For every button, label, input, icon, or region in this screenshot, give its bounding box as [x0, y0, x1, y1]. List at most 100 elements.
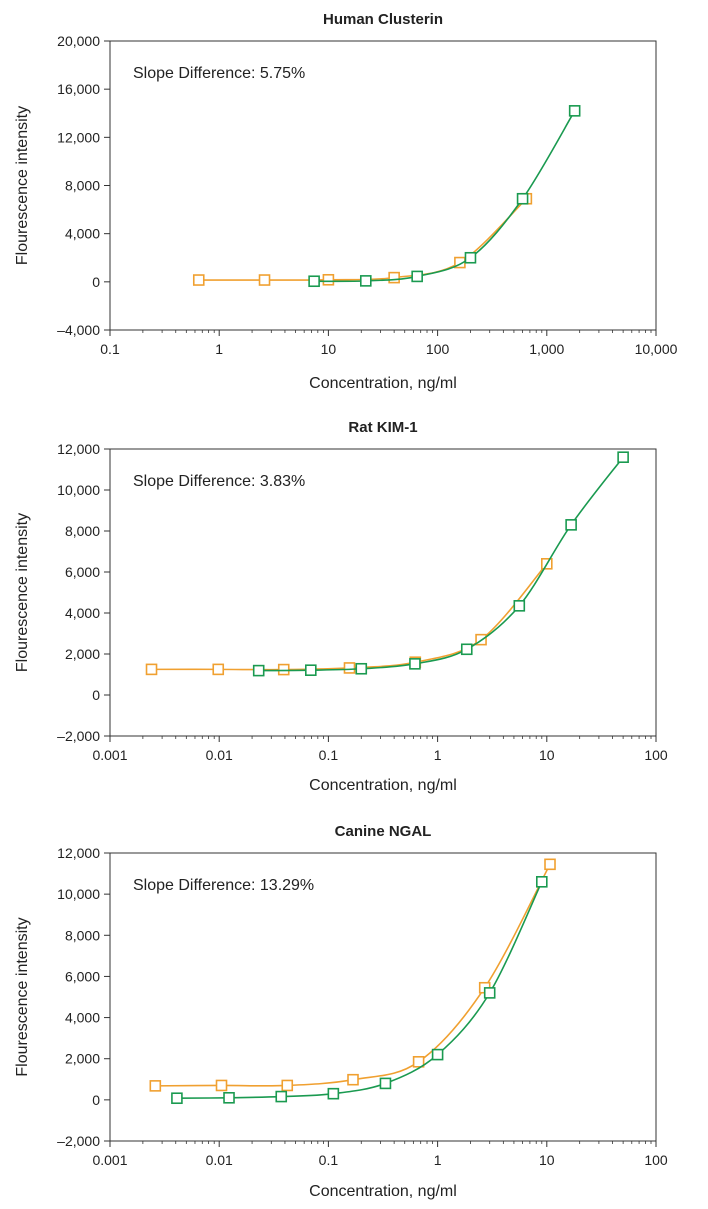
y-axis-label: Flourescence intensity: [14, 106, 31, 265]
chart-title: Rat KIM-1: [348, 419, 417, 436]
y-tick-label: 20,000: [57, 33, 100, 49]
series-2-point: [513, 600, 526, 612]
y-tick-label: 0: [92, 1092, 100, 1108]
y-axis-label: Flourescence intensity: [14, 513, 31, 672]
x-tick-label: 1: [215, 341, 223, 357]
x-tick-label: 100: [426, 341, 450, 357]
series-1-point: [149, 1080, 162, 1092]
plot-frame: [109, 852, 657, 1142]
y-tick-label: 12,000: [57, 129, 100, 145]
chart-title: Canine NGAL: [335, 823, 432, 840]
y-tick-label: 16,000: [57, 81, 100, 97]
series-2-point: [568, 105, 581, 117]
series-2-point: [355, 662, 368, 675]
chart-title: Human Clusterin: [323, 11, 443, 28]
x-tick-label: 0.1: [100, 341, 120, 357]
series-1-point: [544, 858, 556, 871]
y-tick-label: 6,000: [65, 968, 100, 984]
series-2-line: [314, 110, 576, 283]
x-tick-label: 10: [539, 1152, 555, 1168]
series-2-line: [258, 456, 624, 672]
chart-panel-2: Rat KIM-1 –2,000 0 2,000 4,000 6,000 8,000 10,0…: [14, 419, 668, 794]
slope-difference-annotation: Slope Difference: 3.83%: [133, 473, 305, 490]
x-axis-label: Concentration, ng/ml: [309, 777, 457, 794]
series-2-point: [411, 270, 423, 283]
series-2-point: [464, 251, 477, 264]
series-2-point: [483, 987, 496, 999]
x-tick-label: 100: [644, 1152, 668, 1168]
x-tick-label: 10: [539, 747, 555, 763]
series-2-point: [305, 664, 317, 676]
series-1-point: [412, 1056, 425, 1068]
series-1-line: [151, 563, 548, 671]
y-tick-label: 12,000: [57, 845, 100, 861]
chart-panel-3: Canine NGAL–2,00002,0004,0006,0008,00010…: [14, 823, 668, 1200]
x-tick-label: 10: [321, 341, 337, 357]
y-tick-label: 4,000: [65, 605, 100, 621]
slope-difference-annotation: Slope Difference: 13.29%: [133, 877, 314, 894]
x-tick-label: 10,000: [635, 341, 678, 357]
y-tick-label: –2,000: [57, 728, 100, 744]
series-2-point: [252, 664, 265, 677]
x-axis-label: Concentration, ng/ml: [309, 375, 457, 392]
slope-difference-annotation: Slope Difference: 5.75%: [133, 65, 305, 82]
y-tick-label: –4,000: [57, 322, 100, 338]
series-2-point: [223, 1092, 235, 1104]
x-tick-label: 0.001: [92, 1152, 127, 1168]
series-2-point: [327, 1087, 340, 1100]
y-tick-label: 12,000: [57, 441, 100, 457]
series-2-point: [171, 1092, 183, 1105]
x-tick-label: 0.01: [206, 747, 233, 763]
series-2-point: [409, 658, 421, 670]
series-2-point: [536, 875, 548, 888]
series-1-point: [192, 274, 205, 286]
plot-frame: [109, 40, 657, 331]
x-axis-label: Concentration, ng/ml: [309, 1183, 457, 1200]
series-1-point: [388, 271, 400, 284]
plot-frame: [109, 448, 657, 737]
series-1-point: [212, 663, 225, 676]
series-1-point: [347, 1073, 359, 1086]
x-tick-label: 0.1: [319, 747, 339, 763]
series-1-point: [281, 1079, 294, 1092]
series-2-point: [379, 1077, 392, 1090]
series-2-point: [359, 275, 372, 287]
y-tick-label: 8,000: [65, 178, 100, 194]
series-2-point: [565, 519, 577, 531]
y-tick-label: 2,000: [65, 646, 100, 662]
y-tick-label: 0: [92, 687, 100, 703]
x-tick-label: 1: [434, 747, 442, 763]
series-1-point: [343, 662, 356, 674]
series-2-point: [516, 192, 529, 205]
series-2-point: [460, 643, 473, 656]
series-1-point: [277, 663, 290, 676]
x-tick-label: 1: [434, 1152, 442, 1168]
y-tick-label: 10,000: [57, 886, 100, 902]
series-2-point: [431, 1048, 444, 1061]
y-tick-label: 8,000: [65, 523, 100, 539]
chart-panel-1: Human Clusterin –4,000 0 4,000 8,000 12,000 16…: [14, 11, 678, 392]
series-1-point: [322, 273, 335, 286]
series-2-point: [617, 451, 629, 464]
y-tick-label: 10,000: [57, 482, 100, 498]
x-tick-label: 0.001: [92, 747, 127, 763]
y-tick-label: 6,000: [65, 564, 100, 580]
y-tick-label: 0: [92, 274, 100, 290]
series-2-point: [308, 275, 320, 288]
x-tick-label: 0.01: [206, 1152, 233, 1168]
y-tick-label: 8,000: [65, 927, 100, 943]
series-1-point: [145, 663, 158, 676]
y-axis-label: Flourescence intensity: [14, 917, 31, 1076]
x-tick-label: 100: [644, 747, 668, 763]
y-tick-label: –2,000: [57, 1133, 100, 1149]
series-2-point: [275, 1090, 288, 1103]
x-tick-label: 1,000: [529, 341, 564, 357]
x-tick-label: 0.1: [319, 1152, 339, 1168]
y-tick-label: 4,000: [65, 226, 100, 242]
y-tick-label: 2,000: [65, 1051, 100, 1067]
series-1-line: [198, 198, 527, 281]
series-1-point: [215, 1079, 228, 1092]
series-1-line: [155, 863, 551, 1087]
